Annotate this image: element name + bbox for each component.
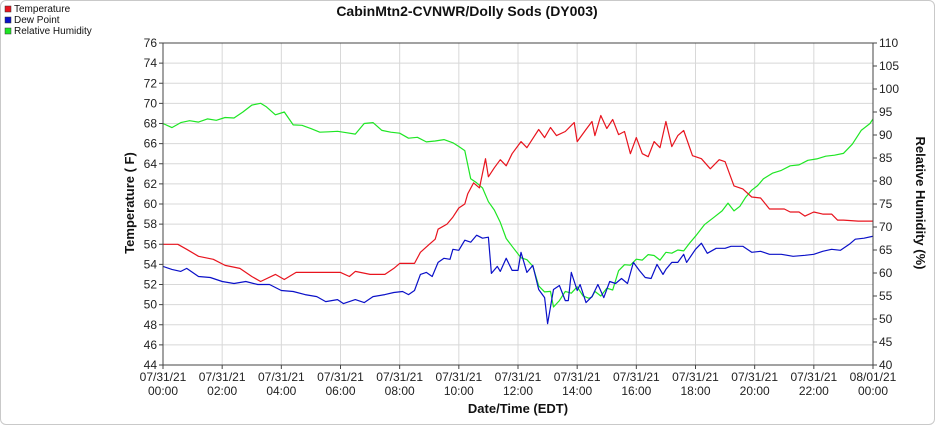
left-tick-label: 44 [144, 358, 158, 372]
x-tick-date: 07/31/21 [731, 370, 778, 384]
right-tick-label: 110 [879, 36, 898, 50]
legend-swatch-temperature [4, 5, 12, 13]
left-tick-label: 74 [144, 56, 158, 70]
left-tick-label: 52 [144, 278, 158, 292]
x-tick-date: 08/01/21 [850, 370, 897, 384]
left-tick-label: 64 [144, 157, 158, 171]
ticks: 44 46 48 50 52 54 56 58 60 62 64 66 68 70 72 74 76 40 45 50… [140, 36, 900, 398]
right-tick-label: 50 [879, 312, 893, 326]
x-tick-date: 07/31/21 [613, 370, 660, 384]
chart-title: CabinMtn2-CVNWR/Dolly Sods (DY003) [336, 3, 597, 19]
relative-humidity-line [163, 102, 873, 308]
left-tick-label: 66 [144, 137, 158, 151]
legend-swatch-relative-humidity [4, 27, 12, 35]
x-tick-time: 04:00 [266, 384, 296, 398]
right-tick-label: 60 [879, 266, 893, 280]
x-tick-time: 22:00 [799, 384, 829, 398]
x-tick-time: 10:00 [444, 384, 474, 398]
dew-point-line [163, 234, 873, 325]
x-tick-time: 00:00 [858, 384, 888, 398]
x-tick-date: 07/31/21 [554, 370, 601, 384]
left-tick-label: 56 [144, 237, 158, 251]
grid [162, 42, 874, 366]
right-tick-label: 45 [879, 335, 893, 349]
right-tick-label: 70 [879, 220, 893, 234]
x-tick-date: 07/31/21 [317, 370, 364, 384]
x-tick-time: 18:00 [680, 384, 710, 398]
legend-label-dew-point: Dew Point [14, 15, 60, 26]
y-axis-left-label: Temperature ( F) [122, 152, 137, 254]
left-tick-label: 58 [144, 217, 158, 231]
series-layer [163, 102, 873, 325]
x-tick-time: 00:00 [148, 384, 178, 398]
x-tick-time: 16:00 [621, 384, 651, 398]
right-tick-label: 40 [879, 358, 893, 372]
right-tick-label: 65 [879, 243, 893, 257]
right-tick-label: 90 [879, 128, 893, 142]
x-tick-date: 07/31/21 [140, 370, 187, 384]
left-tick-label: 46 [144, 338, 158, 352]
right-tick-label: 85 [879, 151, 893, 165]
x-tick-time: 02:00 [207, 384, 237, 398]
left-tick-label: 54 [144, 257, 158, 271]
left-tick-label: 68 [144, 117, 158, 131]
left-tick-label: 60 [144, 197, 158, 211]
left-tick-label: 48 [144, 318, 158, 332]
x-tick-date: 07/31/21 [376, 370, 423, 384]
legend-label-temperature: Temperature [14, 4, 71, 15]
right-tick-label: 105 [879, 59, 899, 73]
right-tick-label: 100 [879, 82, 899, 96]
temperature-line [163, 114, 873, 283]
x-tick-time: 06:00 [325, 384, 355, 398]
right-tick-label: 75 [879, 197, 893, 211]
x-tick-time: 20:00 [740, 384, 770, 398]
x-tick-date: 07/31/21 [790, 370, 837, 384]
right-tick-label: 95 [879, 105, 893, 119]
x-tick-time: 12:00 [503, 384, 533, 398]
right-tick-label: 80 [879, 174, 893, 188]
x-tick-time: 14:00 [562, 384, 592, 398]
x-tick-date: 07/31/21 [435, 370, 482, 384]
left-tick-label: 62 [144, 177, 158, 191]
left-tick-label: 70 [144, 96, 158, 110]
x-tick-date: 07/31/21 [199, 370, 246, 384]
x-tick-date: 07/31/21 [672, 370, 719, 384]
x-tick-date: 07/31/21 [258, 370, 305, 384]
left-tick-label: 50 [144, 298, 158, 312]
x-tick-time: 08:00 [385, 384, 415, 398]
x-axis-label: Date/Time (EDT) [468, 401, 568, 416]
right-tick-label: 55 [879, 289, 893, 303]
x-tick-date: 07/31/21 [495, 370, 542, 384]
left-tick-label: 76 [144, 36, 158, 50]
legend-swatch-dew-point [4, 16, 12, 24]
left-tick-label: 72 [144, 76, 158, 90]
legend-label-relative-humidity: Relative Humidity [14, 26, 92, 37]
y-axis-right-label: Relative Humidity (%) [913, 137, 928, 270]
